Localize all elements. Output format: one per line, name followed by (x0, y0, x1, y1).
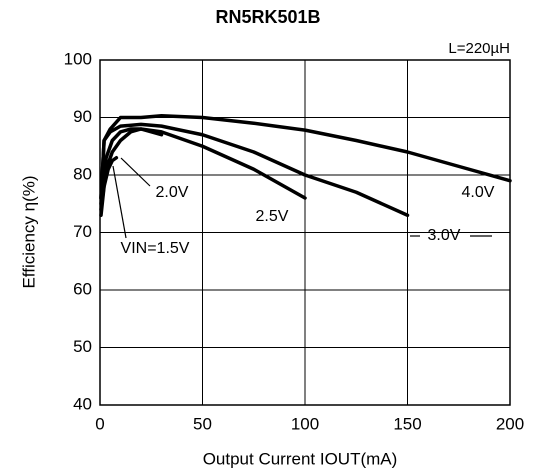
efficiency-curve (99, 114, 512, 200)
plot-frame (99, 59, 511, 406)
inductance-note: L=220µH (448, 40, 510, 57)
x-tick-label: 150 (393, 414, 421, 433)
series-label: 2.0V (156, 184, 189, 201)
efficiency-curve (99, 127, 307, 206)
x-tick-label: 100 (291, 414, 319, 433)
x-tick-label: 50 (193, 414, 212, 433)
y-tick-label: 50 (73, 337, 92, 356)
x-tick-label: 200 (496, 414, 524, 433)
series-label: 2.5V (256, 208, 289, 225)
y-tick-label: 70 (73, 222, 92, 241)
y-tick-label: 80 (73, 164, 92, 183)
y-tick-label: 90 (73, 107, 92, 126)
series-label: 4.0V (462, 184, 495, 201)
x-axis-label: Output Current IOUT(mA) (203, 449, 398, 468)
series-label: VIN=1.5V (121, 240, 190, 257)
y-tick-label: 100 (64, 49, 92, 68)
y-tick-label: 60 (73, 279, 92, 298)
leader-line (112, 165, 127, 239)
series-label: 3.0V (428, 227, 461, 244)
y-axis-label: Efficiency η(%) (19, 175, 38, 288)
y-tick-label: 40 (73, 394, 92, 413)
x-tick-label: 0 (95, 414, 104, 433)
chart-title: RN5RK501B (215, 7, 320, 27)
leader-line (120, 157, 151, 187)
